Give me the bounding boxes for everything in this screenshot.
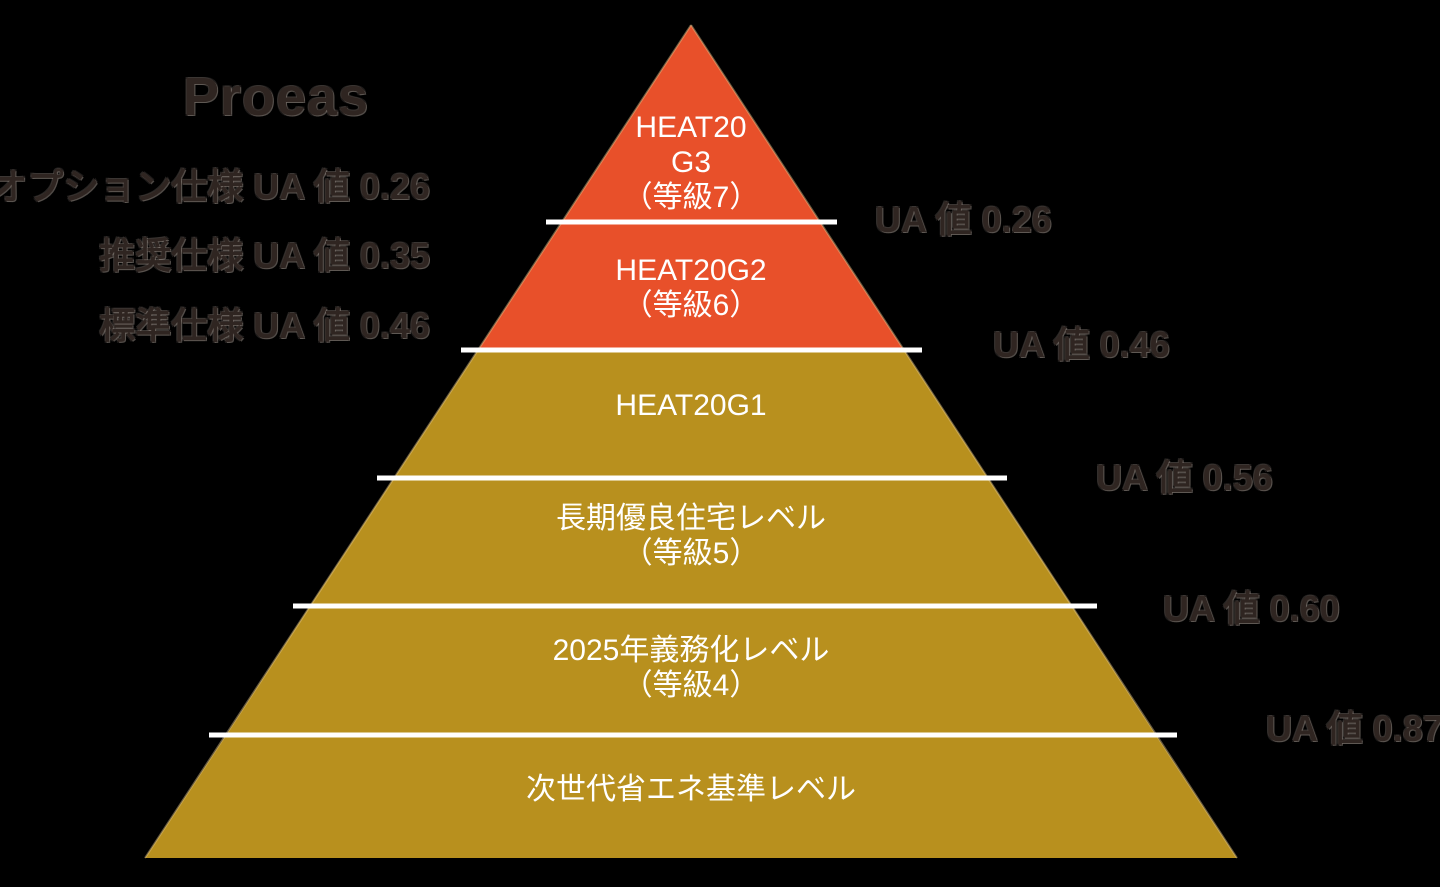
section-label-line: HEAT20: [635, 111, 747, 144]
section-label-line: （等級6）: [622, 289, 760, 322]
pyramid-section-choki-yuryo: [310, 478, 1072, 606]
section-label-heat20-g2: HEAT20G2 （等級6）: [615, 253, 766, 323]
section-label-line: 2025年義務化レベル: [552, 634, 830, 667]
spec-standard-ua-label: 標準仕様 UA 値 0.46: [99, 305, 430, 346]
ua-value-label-060: UA 値 0.60: [1163, 588, 1340, 629]
pyramid-section-jisedai-shoene: [145, 735, 1237, 858]
section-label-heat20-g1: HEAT20G1: [615, 388, 766, 423]
ua-value-label-087: UA 値 0.87: [1266, 708, 1440, 749]
brand-title: Proeas: [183, 67, 370, 127]
section-label-line: （等級7）: [622, 181, 760, 214]
section-label-line: （等級4）: [622, 669, 760, 702]
pyramid-section-heat20-g1: [394, 350, 988, 478]
ua-value-label-046: UA 値 0.46: [993, 324, 1170, 365]
pyramid-left-edge-highlight: [144, 24, 692, 859]
pyramid-section-heat20-g2: [478, 222, 904, 350]
section-label-jisedai-shoene: 次世代省エネ基準レベル: [526, 772, 856, 807]
section-label-2025-gimuka: 2025年義務化レベル （等級4）: [553, 633, 830, 703]
section-label-line: HEAT20G1: [615, 389, 767, 422]
spec-option-ua-label: オプション仕様 UA 値 0.26: [0, 166, 430, 207]
section-label-line: 次世代省エネ基準レベル: [526, 773, 856, 806]
section-label-choki-yuryo: 長期優良住宅レベル （等級5）: [556, 501, 826, 571]
section-label-line: 長期優良住宅レベル: [556, 502, 826, 535]
section-label-line: HEAT20G2: [615, 254, 767, 287]
section-label-line: （等級5）: [622, 537, 760, 570]
pyramid-section-heat20-g3: [562, 25, 820, 222]
pyramid-right-edge-highlight: [690, 24, 1238, 859]
section-label-heat20-g3: HEAT20 G3 （等級7）: [623, 110, 760, 215]
spec-recommended-ua-label: 推奨仕様 UA 値 0.35: [99, 235, 430, 276]
ua-value-label-056: UA 値 0.56: [1096, 457, 1273, 498]
ua-value-label-026: UA 値 0.26: [875, 199, 1052, 240]
pyramid-section-2025-gimuka: [226, 606, 1156, 735]
section-label-line: G3: [670, 146, 712, 179]
